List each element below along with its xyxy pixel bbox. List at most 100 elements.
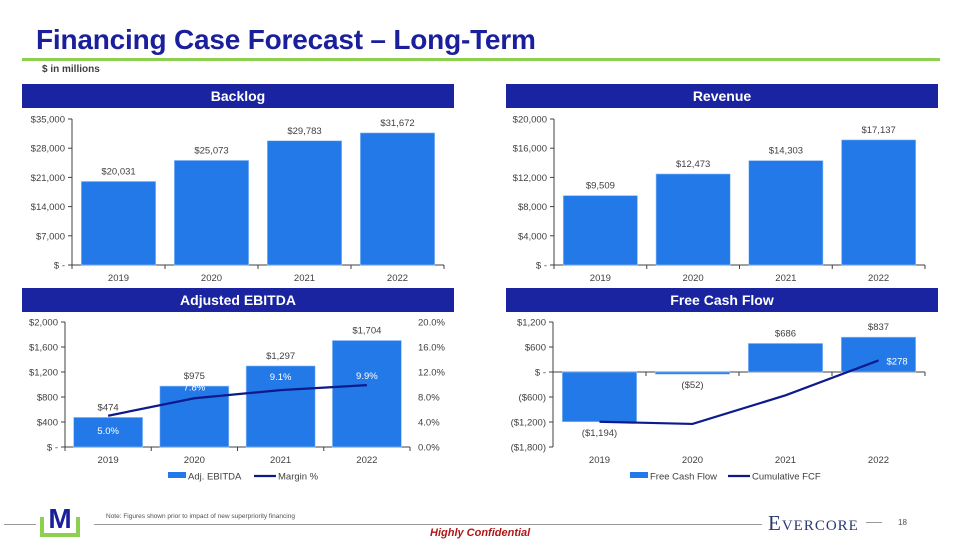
backlog-bar-label: $29,783 <box>287 126 321 137</box>
ebitda-legend-bar-swatch <box>168 472 186 478</box>
fcf-bar-label: $837 <box>868 322 889 333</box>
ebitda-line-label: 5.0% <box>97 426 119 437</box>
ebitda-y-tick-label: $2,000 <box>29 318 58 329</box>
revenue-x-tick-label: 2022 <box>868 273 889 284</box>
ebitda-line <box>107 384 367 417</box>
company-logo: M <box>40 503 80 537</box>
brand-name: Evercore <box>768 511 859 535</box>
ebitda-x-tick-label: 2021 <box>270 455 291 466</box>
fcf-line-label: $278 <box>887 356 908 367</box>
ebitda-y2-tick-label: 20.0% <box>418 318 445 329</box>
revenue-x-tick-label: 2020 <box>683 273 704 284</box>
brand-logo: Evercore <box>768 511 859 536</box>
ebitda-line-label: 9.9% <box>356 371 378 382</box>
fcf-legend-bar-label: Free Cash Flow <box>650 472 717 483</box>
logo-bracket-icon <box>40 517 80 537</box>
fcf-bar <box>561 371 637 423</box>
ebitda-x-tick-label: 2019 <box>98 455 119 466</box>
revenue-x-tick-label: 2019 <box>590 273 611 284</box>
ebitda-y2-tick-label: 12.0% <box>418 368 445 379</box>
fcf-legend-line-label: Cumulative FCF <box>752 472 821 483</box>
fcf-bar <box>654 371 730 375</box>
backlog-y-tick-label: $21,000 <box>31 173 65 184</box>
revenue-bar-label: $9,509 <box>586 181 615 192</box>
backlog-y-tick-label: $28,000 <box>31 144 65 155</box>
fcf-legend-bar-swatch <box>630 472 648 478</box>
fcf-x-tick-label: 2021 <box>775 455 796 466</box>
backlog-x-tick-label: 2022 <box>387 273 408 284</box>
backlog-x-tick-label: 2019 <box>108 273 129 284</box>
fcf-bar-label: ($1,194) <box>582 428 617 439</box>
footer-rule-center <box>94 524 762 525</box>
ebitda-header: Adjusted EBITDA <box>22 288 454 312</box>
revenue-bar <box>748 160 824 266</box>
ebitda-legend-bar-label: Adj. EBITDA <box>188 472 242 483</box>
fcf-y-tick-label: $ - <box>535 368 546 379</box>
fcf-x-tick-label: 2019 <box>589 455 610 466</box>
revenue-y-tick-label: $16,000 <box>513 144 547 155</box>
revenue-bar-label: $12,473 <box>676 159 710 170</box>
fcf-y-tick-label: ($600) <box>519 393 546 404</box>
ebitda-y-tick-label: $ - <box>47 443 58 454</box>
page-title: Financing Case Forecast – Long-Term <box>36 24 536 55</box>
fcf-x-tick-label: 2022 <box>868 455 889 466</box>
ebitda-legend-line-label: Margin % <box>278 472 319 483</box>
units-subtitle: $ in millions <box>42 64 100 75</box>
backlog-bar <box>266 140 342 266</box>
ebitda-bar <box>332 340 402 448</box>
revenue-y-tick-label: $20,000 <box>513 115 547 126</box>
title-divider <box>22 58 940 61</box>
revenue-bar-label: $14,303 <box>769 146 803 157</box>
backlog-y-tick-label: $7,000 <box>36 231 65 242</box>
ebitda-y2-tick-label: 16.0% <box>418 343 445 354</box>
backlog-bar <box>359 132 435 266</box>
backlog-y-tick-label: $14,000 <box>31 202 65 213</box>
ebitda-bar-label: $474 <box>98 402 119 413</box>
fcf-x-tick-label: 2020 <box>682 455 703 466</box>
backlog-y-tick-label: $35,000 <box>31 115 65 126</box>
ebitda-y-tick-label: $400 <box>37 418 58 429</box>
fcf-y-tick-label: $1,200 <box>517 318 546 329</box>
ebitda-bar <box>73 417 143 448</box>
revenue-bar <box>841 139 917 266</box>
backlog-y-tick-label: $ - <box>54 261 65 272</box>
fcf-bar-label: ($52) <box>681 380 703 391</box>
ebitda-y-tick-label: $1,200 <box>29 368 58 379</box>
ebitda-y2-tick-label: 0.0% <box>418 443 440 454</box>
ebitda-y-tick-label: $800 <box>37 393 58 404</box>
revenue-y-tick-label: $12,000 <box>513 173 547 184</box>
footer-rule-right <box>866 522 882 523</box>
fcf-bar <box>747 343 823 373</box>
fcf-line <box>599 359 879 426</box>
fcf-y-tick-label: ($1,800) <box>511 443 546 454</box>
ebitda-y2-tick-label: 4.0% <box>418 418 440 429</box>
page-number: 18 <box>898 518 907 527</box>
fcf-bar-label: $686 <box>775 328 796 339</box>
ebitda-x-tick-label: 2022 <box>356 455 377 466</box>
revenue-header: Revenue <box>506 84 938 108</box>
fcf-header: Free Cash Flow <box>506 288 938 312</box>
fcf-bar <box>840 336 916 373</box>
footer-rule-left <box>4 524 36 525</box>
backlog-bar-label: $25,073 <box>194 145 228 156</box>
ebitda-bar-label: $975 <box>184 371 205 382</box>
ebitda-bar <box>245 365 316 448</box>
revenue-bar <box>562 195 638 266</box>
backlog-x-tick-label: 2021 <box>294 273 315 284</box>
logo-letter: M <box>48 503 71 534</box>
ebitda-x-tick-label: 2020 <box>184 455 205 466</box>
backlog-header: Backlog <box>22 84 454 108</box>
ebitda-bar-label: $1,704 <box>352 326 381 337</box>
fcf-y-tick-label: $600 <box>525 343 546 354</box>
revenue-x-tick-label: 2021 <box>775 273 796 284</box>
revenue-y-tick-label: $8,000 <box>518 202 547 213</box>
revenue-bar <box>655 173 731 266</box>
revenue-y-tick-label: $4,000 <box>518 231 547 242</box>
ebitda-y2-tick-label: 8.0% <box>418 393 440 404</box>
footnote: Note: Figures shown prior to impact of n… <box>106 513 295 520</box>
fcf-y-tick-label: ($1,200) <box>511 418 546 429</box>
confidentiality-label: Highly Confidential <box>430 527 531 539</box>
backlog-bar <box>81 181 157 266</box>
ebitda-line-label: 7.8% <box>184 382 206 393</box>
revenue-y-tick-label: $ - <box>536 261 547 272</box>
